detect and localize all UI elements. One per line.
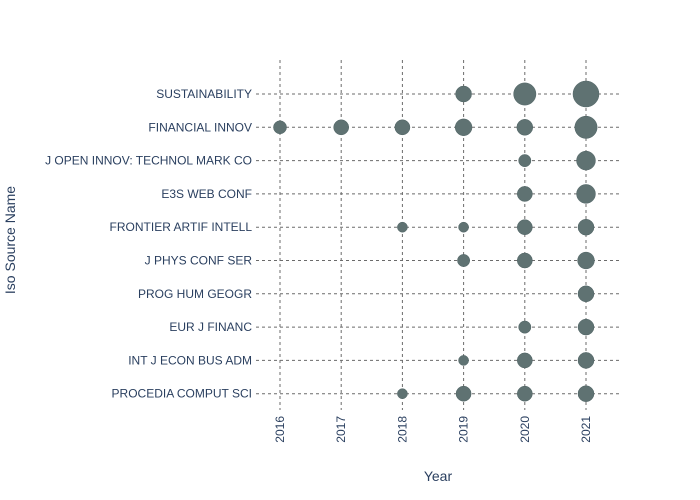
y-tick-label: INT J ECON BUS ADM <box>128 353 252 367</box>
bubble-point <box>454 118 473 136</box>
bubble-point <box>516 352 533 369</box>
y-tick-label: J OPEN INNOV: TECHNOL MARK CO <box>45 154 252 168</box>
bubble-point <box>577 352 595 369</box>
bubble-point <box>576 184 596 204</box>
bubble-point <box>397 388 408 399</box>
y-axis-title: Iso Source Name <box>2 186 18 294</box>
bubble-point <box>455 85 472 103</box>
bubble-point <box>518 154 532 168</box>
x-tick-label: 2019 <box>457 416 471 443</box>
bubble-point <box>455 385 472 402</box>
x-tick-label: 2016 <box>273 416 287 443</box>
grid-lines <box>256 60 620 410</box>
bubble-point <box>333 119 350 136</box>
x-tick-label: 2021 <box>579 416 593 443</box>
x-tick-label: 2018 <box>395 416 409 443</box>
bubble-point <box>577 385 595 402</box>
bubble-point <box>458 221 469 233</box>
y-tick-label: E3S WEB CONF <box>161 187 252 201</box>
bubble-layer <box>273 80 600 402</box>
bubble-point <box>577 318 595 336</box>
bubble-point <box>518 320 532 334</box>
y-tick-label: FINANCIAL INNOV <box>148 120 252 134</box>
bubble-point <box>458 355 469 366</box>
bubble-point <box>516 385 533 402</box>
bubble-point <box>516 186 533 202</box>
bubble-point <box>574 115 598 139</box>
y-tick-label: FRONTIER ARTIF INTELL <box>110 220 253 234</box>
y-tick-label: J PHYS CONF SER <box>145 254 253 268</box>
bubble-point <box>516 219 533 236</box>
bubble-point <box>516 252 533 269</box>
bubble-point <box>577 218 595 236</box>
y-tick-labels: SUSTAINABILITY FINANCIAL INNOV J OPEN INNO… <box>45 87 252 401</box>
x-tick-labels: 2016 2017 2018 2019 2020 2021 <box>273 416 593 443</box>
y-tick-label: PROCEDIA COMPUT SCI <box>112 387 252 401</box>
x-tick-label: 2020 <box>518 416 532 443</box>
bubble-point <box>397 221 408 233</box>
y-tick-label: EUR J FINANC <box>169 320 252 334</box>
bubble-point <box>577 251 595 270</box>
x-tick-label: 2017 <box>334 416 348 443</box>
bubble-point <box>572 80 600 108</box>
bubble-point <box>457 254 471 267</box>
x-axis-title: Year <box>424 468 453 484</box>
y-tick-label: SUSTAINABILITY <box>156 87 252 101</box>
bubble-point <box>513 82 537 106</box>
bubble-point <box>273 120 287 135</box>
bubble-point <box>394 119 411 136</box>
y-tick-label: PROG HUM GEOGR <box>138 287 252 301</box>
bubble-point <box>516 119 534 136</box>
bubble-point <box>576 150 596 171</box>
bubble-point <box>577 285 595 303</box>
